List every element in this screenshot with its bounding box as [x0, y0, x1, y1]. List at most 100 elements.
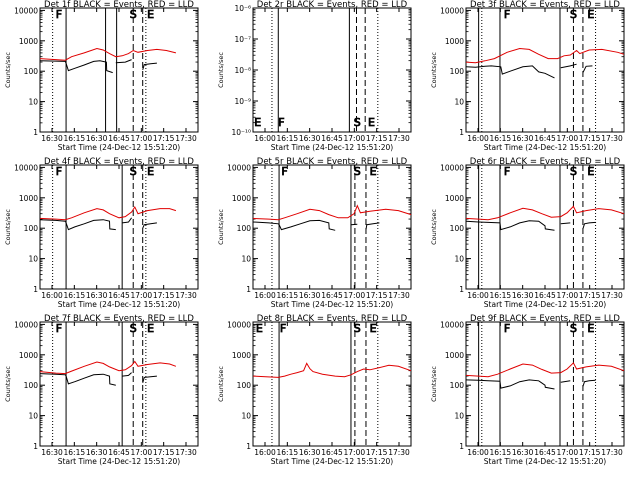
y-tick-label: 100: [24, 224, 39, 233]
x-tick-label: 16:30: [299, 291, 321, 300]
x-tick-label: 16:30: [299, 134, 321, 143]
event-marker-s: S: [130, 322, 137, 335]
panel-det-3: Det 3f BLACK = Events, RED = LLD 1 10 100 10…: [430, 0, 625, 152]
y-tick-label: 1000: [445, 37, 464, 46]
series-line-events: [560, 222, 571, 225]
event-marker-e: E: [587, 165, 594, 178]
x-tick-label: 17:15: [579, 134, 601, 143]
x-axis-label: Start Time (24-Dec-12 15:51:20): [58, 143, 180, 152]
event-marker-f: F: [280, 322, 286, 335]
y-tick-label: 1000: [445, 194, 464, 203]
x-tick-label: 16:30: [512, 448, 534, 457]
x-axis-label: Start Time (24-Dec-12 15:51:20): [58, 457, 180, 466]
x-tick-label: 16:00: [467, 134, 489, 143]
y-axis-label: Counts/sec: [217, 209, 225, 245]
y-tick-label: 1000: [19, 351, 38, 360]
x-tick-label: 17:30: [175, 291, 197, 300]
event-marker-e: E: [370, 322, 377, 335]
x-tick-label: 17:15: [579, 448, 601, 457]
x-tick-label: 16:15: [490, 448, 512, 457]
event-marker-s: S: [130, 165, 137, 178]
x-tick-label: 16:45: [321, 291, 343, 300]
x-tick-label: 16:15: [490, 134, 512, 143]
series-line-events: [582, 221, 596, 230]
panel-det-2: Det 2r BLACK = Events, RED = LLD 10⁻¹⁰ 10⁻…: [217, 0, 412, 152]
y-tick-label: 100: [450, 224, 465, 233]
y-tick-label: 1: [246, 285, 251, 294]
event-marker-e: E: [587, 8, 594, 21]
x-tick-label: 17:30: [175, 448, 197, 457]
panel-title: Det 2r BLACK = Events, RED = LLD: [257, 0, 408, 10]
x-tick-label: 17:30: [388, 448, 410, 457]
event-marker-s: S: [570, 165, 577, 178]
y-tick-label: 1000: [232, 351, 251, 360]
series-line-events: [560, 63, 577, 69]
plot-frame: [39, 7, 199, 133]
y-tick-label: 1: [459, 442, 464, 451]
event-marker-s: S: [130, 8, 137, 21]
x-tick-label: 16:45: [108, 448, 130, 457]
x-tick-label: 16:45: [108, 134, 130, 143]
x-tick-label: 16:15: [277, 134, 299, 143]
x-tick-label: 16:15: [490, 291, 512, 300]
series-line-events: [115, 59, 132, 64]
y-axis-label: Counts/sec: [430, 209, 438, 245]
panel-det-9: Det 9f BLACK = Events, RED = LLD 1 10 100 10…: [430, 314, 625, 466]
y-tick-label: 10: [454, 412, 464, 421]
x-tick-label: 16:45: [534, 448, 556, 457]
y-tick-label: 10000: [227, 163, 251, 172]
panel-det-6: Det 6r BLACK = Events, RED = LLD 1 10 100 10…: [430, 157, 625, 309]
series-line-events: [582, 65, 593, 73]
event-marker-f: F: [504, 165, 510, 178]
x-tick-label: 16:45: [321, 448, 343, 457]
series-line-lld: [465, 47, 625, 64]
x-tick-label: 17:15: [579, 291, 601, 300]
panel-title: Det 1f BLACK = Events, RED = LLD: [44, 0, 194, 10]
panel-title: Det 7f BLACK = Events, RED = LLD: [44, 314, 194, 324]
y-tick-label: 10: [454, 255, 464, 264]
series-line-events: [252, 219, 336, 231]
series-line-lld: [39, 47, 177, 61]
y-tick-label: 10⁻⁷: [234, 35, 251, 44]
plot-frame: [39, 164, 199, 290]
y-tick-label: 10: [241, 255, 251, 264]
y-tick-label: 10000: [14, 6, 38, 15]
y-tick-label: 10: [28, 255, 38, 264]
x-tick-label: 17:15: [366, 291, 388, 300]
x-tick-label: 16:15: [64, 134, 86, 143]
series-line-events: [142, 375, 157, 383]
x-tick-label: 16:00: [254, 448, 276, 457]
event-marker-s: S: [354, 165, 361, 178]
x-tick-label: 16:00: [254, 291, 276, 300]
event-marker-f: F: [56, 165, 62, 178]
y-axis-label: Counts/sec: [217, 52, 225, 88]
y-tick-label: 10: [241, 412, 251, 421]
event-marker-s: S: [354, 322, 361, 335]
y-tick-label: 100: [237, 224, 252, 233]
series-line-lld: [252, 204, 412, 221]
panel-title: Det 3f BLACK = Events, RED = LLD: [470, 0, 620, 10]
x-tick-label: 16:30: [512, 291, 534, 300]
y-tick-label: 10000: [440, 6, 464, 15]
x-tick-label: 16:30: [41, 134, 63, 143]
series-line-events: [365, 222, 380, 230]
y-tick-label: 10⁻⁶: [234, 4, 251, 13]
y-tick-label: 1000: [445, 351, 464, 360]
x-tick-label: 16:00: [41, 291, 63, 300]
x-tick-label: 16:30: [512, 134, 534, 143]
x-tick-label: 16:00: [467, 448, 489, 457]
x-tick-label: 17:15: [366, 448, 388, 457]
y-tick-label: 10000: [440, 163, 464, 172]
x-tick-label: 17:00: [131, 134, 153, 143]
panel-title: Det 6r BLACK = Events, RED = LLD: [470, 157, 621, 167]
plot-frame: [252, 7, 412, 133]
x-tick-label: 16:30: [41, 448, 63, 457]
x-tick-label: 17:15: [153, 448, 175, 457]
y-tick-label: 10000: [227, 320, 251, 329]
y-tick-label: 1000: [232, 194, 251, 203]
series-line-events: [122, 372, 132, 377]
y-tick-label: 1000: [19, 37, 38, 46]
plot-frame: [465, 7, 625, 133]
y-tick-label: 1000: [19, 194, 38, 203]
x-tick-label: 17:00: [557, 448, 579, 457]
